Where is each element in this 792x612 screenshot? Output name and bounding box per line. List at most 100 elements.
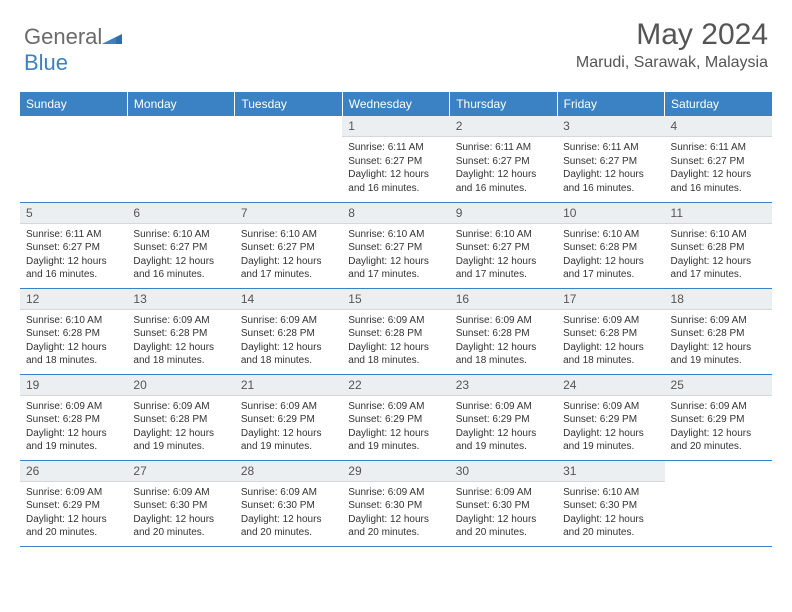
calendar-cell: 16Sunrise: 6:09 AMSunset: 6:28 PMDayligh…: [450, 288, 557, 374]
day-number: 18: [665, 289, 772, 310]
day-body: Sunrise: 6:11 AMSunset: 6:27 PMDaylight:…: [20, 224, 127, 284]
day-number: 22: [342, 375, 449, 396]
calendar-cell: 2Sunrise: 6:11 AMSunset: 6:27 PMDaylight…: [450, 116, 557, 202]
day-header: Thursday: [450, 92, 557, 116]
day-number: 21: [235, 375, 342, 396]
calendar-cell: 19Sunrise: 6:09 AMSunset: 6:28 PMDayligh…: [20, 374, 127, 460]
day-body: Sunrise: 6:09 AMSunset: 6:30 PMDaylight:…: [127, 482, 234, 542]
calendar-row: 19Sunrise: 6:09 AMSunset: 6:28 PMDayligh…: [20, 374, 772, 460]
calendar-cell: 1Sunrise: 6:11 AMSunset: 6:27 PMDaylight…: [342, 116, 449, 202]
calendar-cell: [20, 116, 127, 202]
logo-part1: General: [24, 24, 102, 49]
day-body: Sunrise: 6:09 AMSunset: 6:28 PMDaylight:…: [342, 310, 449, 370]
logo-part2: Blue: [24, 50, 68, 75]
day-body: Sunrise: 6:09 AMSunset: 6:28 PMDaylight:…: [127, 310, 234, 370]
day-body: Sunrise: 6:09 AMSunset: 6:28 PMDaylight:…: [557, 310, 664, 370]
day-body: Sunrise: 6:09 AMSunset: 6:29 PMDaylight:…: [235, 396, 342, 456]
calendar-cell: 26Sunrise: 6:09 AMSunset: 6:29 PMDayligh…: [20, 460, 127, 546]
calendar-cell: 21Sunrise: 6:09 AMSunset: 6:29 PMDayligh…: [235, 374, 342, 460]
day-body: Sunrise: 6:10 AMSunset: 6:27 PMDaylight:…: [342, 224, 449, 284]
logo-text: GeneralBlue: [24, 24, 122, 76]
calendar-cell: [127, 116, 234, 202]
day-body: Sunrise: 6:09 AMSunset: 6:29 PMDaylight:…: [20, 482, 127, 542]
day-number: 4: [665, 116, 772, 137]
location: Marudi, Sarawak, Malaysia: [576, 54, 768, 72]
calendar-cell: 23Sunrise: 6:09 AMSunset: 6:29 PMDayligh…: [450, 374, 557, 460]
calendar-cell: 18Sunrise: 6:09 AMSunset: 6:28 PMDayligh…: [665, 288, 772, 374]
day-number: 29: [342, 461, 449, 482]
calendar-row: 26Sunrise: 6:09 AMSunset: 6:29 PMDayligh…: [20, 460, 772, 546]
day-header: Monday: [127, 92, 234, 116]
day-number: 13: [127, 289, 234, 310]
day-body: Sunrise: 6:09 AMSunset: 6:29 PMDaylight:…: [450, 396, 557, 456]
day-body: Sunrise: 6:10 AMSunset: 6:28 PMDaylight:…: [665, 224, 772, 284]
calendar-cell: 17Sunrise: 6:09 AMSunset: 6:28 PMDayligh…: [557, 288, 664, 374]
calendar-cell: [235, 116, 342, 202]
day-number: 30: [450, 461, 557, 482]
day-number: 6: [127, 203, 234, 224]
day-header: Friday: [557, 92, 664, 116]
calendar-cell: 31Sunrise: 6:10 AMSunset: 6:30 PMDayligh…: [557, 460, 664, 546]
day-body: Sunrise: 6:11 AMSunset: 6:27 PMDaylight:…: [557, 137, 664, 197]
day-body: Sunrise: 6:10 AMSunset: 6:30 PMDaylight:…: [557, 482, 664, 542]
day-number: 11: [665, 203, 772, 224]
day-number: 1: [342, 116, 449, 137]
calendar-cell: 24Sunrise: 6:09 AMSunset: 6:29 PMDayligh…: [557, 374, 664, 460]
day-body: Sunrise: 6:09 AMSunset: 6:28 PMDaylight:…: [20, 396, 127, 456]
calendar-cell: 28Sunrise: 6:09 AMSunset: 6:30 PMDayligh…: [235, 460, 342, 546]
day-number: 15: [342, 289, 449, 310]
day-body: Sunrise: 6:09 AMSunset: 6:30 PMDaylight:…: [450, 482, 557, 542]
day-body: Sunrise: 6:09 AMSunset: 6:30 PMDaylight:…: [235, 482, 342, 542]
calendar-cell: 13Sunrise: 6:09 AMSunset: 6:28 PMDayligh…: [127, 288, 234, 374]
day-number: 28: [235, 461, 342, 482]
calendar-cell: 5Sunrise: 6:11 AMSunset: 6:27 PMDaylight…: [20, 202, 127, 288]
day-body: Sunrise: 6:09 AMSunset: 6:28 PMDaylight:…: [450, 310, 557, 370]
day-number: 10: [557, 203, 664, 224]
calendar-cell: 12Sunrise: 6:10 AMSunset: 6:28 PMDayligh…: [20, 288, 127, 374]
calendar-cell: 7Sunrise: 6:10 AMSunset: 6:27 PMDaylight…: [235, 202, 342, 288]
calendar-body: 1Sunrise: 6:11 AMSunset: 6:27 PMDaylight…: [20, 116, 772, 546]
calendar-cell: 3Sunrise: 6:11 AMSunset: 6:27 PMDaylight…: [557, 116, 664, 202]
calendar-cell: 10Sunrise: 6:10 AMSunset: 6:28 PMDayligh…: [557, 202, 664, 288]
calendar-cell: 22Sunrise: 6:09 AMSunset: 6:29 PMDayligh…: [342, 374, 449, 460]
day-number: 27: [127, 461, 234, 482]
header: GeneralBlue May 2024 Marudi, Sarawak, Ma…: [0, 0, 792, 84]
day-body: Sunrise: 6:11 AMSunset: 6:27 PMDaylight:…: [665, 137, 772, 197]
day-number: 24: [557, 375, 664, 396]
day-number: 8: [342, 203, 449, 224]
day-number: 23: [450, 375, 557, 396]
day-header: Saturday: [665, 92, 772, 116]
day-header: Sunday: [20, 92, 127, 116]
day-number: 25: [665, 375, 772, 396]
calendar-cell: 20Sunrise: 6:09 AMSunset: 6:28 PMDayligh…: [127, 374, 234, 460]
calendar-cell: 15Sunrise: 6:09 AMSunset: 6:28 PMDayligh…: [342, 288, 449, 374]
calendar-cell: 27Sunrise: 6:09 AMSunset: 6:30 PMDayligh…: [127, 460, 234, 546]
day-header: Wednesday: [342, 92, 449, 116]
day-body: Sunrise: 6:10 AMSunset: 6:27 PMDaylight:…: [127, 224, 234, 284]
day-body: Sunrise: 6:09 AMSunset: 6:29 PMDaylight:…: [342, 396, 449, 456]
day-body: Sunrise: 6:09 AMSunset: 6:29 PMDaylight:…: [665, 396, 772, 456]
day-body: Sunrise: 6:10 AMSunset: 6:27 PMDaylight:…: [450, 224, 557, 284]
day-number: 12: [20, 289, 127, 310]
day-number: 14: [235, 289, 342, 310]
day-number: 26: [20, 461, 127, 482]
calendar-cell: 4Sunrise: 6:11 AMSunset: 6:27 PMDaylight…: [665, 116, 772, 202]
day-body: Sunrise: 6:09 AMSunset: 6:30 PMDaylight:…: [342, 482, 449, 542]
day-number: 9: [450, 203, 557, 224]
day-body: Sunrise: 6:11 AMSunset: 6:27 PMDaylight:…: [450, 137, 557, 197]
logo: GeneralBlue: [24, 18, 122, 76]
day-body: Sunrise: 6:09 AMSunset: 6:29 PMDaylight:…: [557, 396, 664, 456]
calendar-cell: 8Sunrise: 6:10 AMSunset: 6:27 PMDaylight…: [342, 202, 449, 288]
calendar-cell: 30Sunrise: 6:09 AMSunset: 6:30 PMDayligh…: [450, 460, 557, 546]
day-number: 3: [557, 116, 664, 137]
calendar-cell: 25Sunrise: 6:09 AMSunset: 6:29 PMDayligh…: [665, 374, 772, 460]
day-header-row: SundayMondayTuesdayWednesdayThursdayFrid…: [20, 92, 772, 116]
calendar-cell: [665, 460, 772, 546]
month-title: May 2024: [576, 18, 768, 52]
calendar-row: 1Sunrise: 6:11 AMSunset: 6:27 PMDaylight…: [20, 116, 772, 202]
day-number: 19: [20, 375, 127, 396]
day-number: 20: [127, 375, 234, 396]
day-body: Sunrise: 6:09 AMSunset: 6:28 PMDaylight:…: [665, 310, 772, 370]
day-number: 17: [557, 289, 664, 310]
day-body: Sunrise: 6:11 AMSunset: 6:27 PMDaylight:…: [342, 137, 449, 197]
